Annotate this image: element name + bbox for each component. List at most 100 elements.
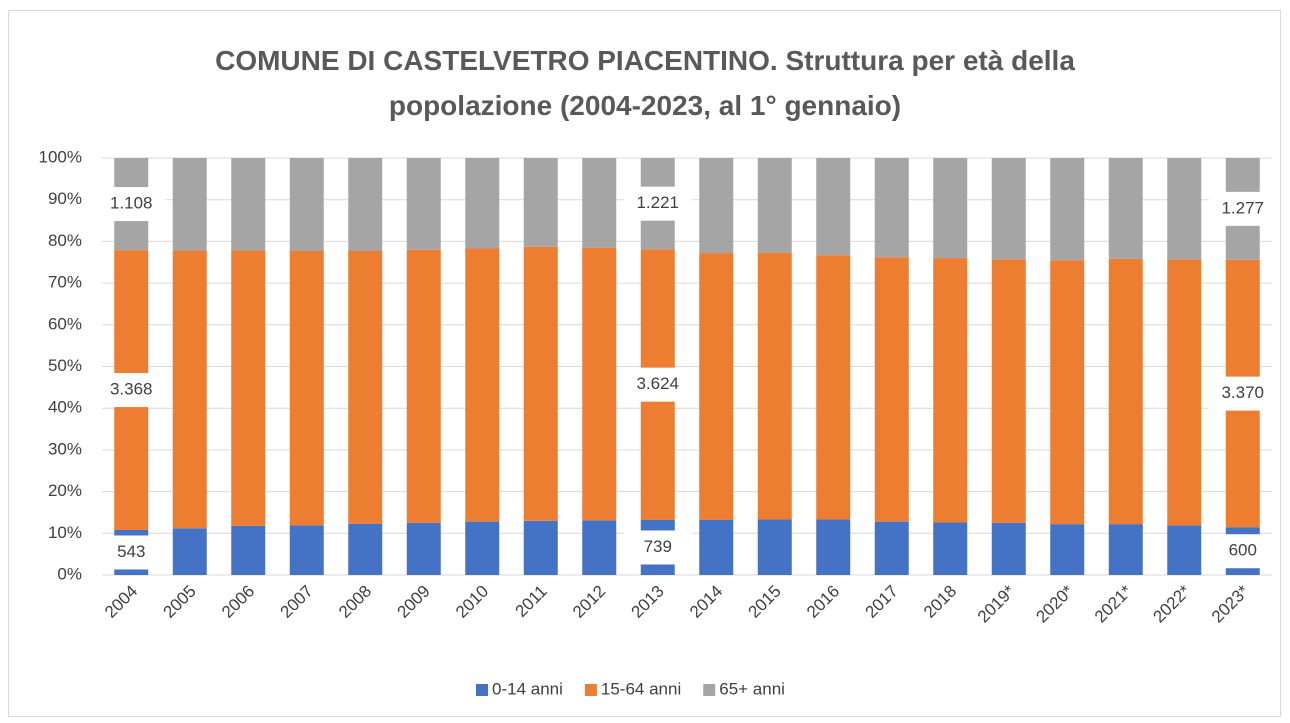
x-tick-label: 2008 <box>335 582 375 622</box>
x-tick-label: 2018 <box>920 582 960 622</box>
x-tick-label: 2017 <box>862 582 902 622</box>
data-label-bg <box>623 186 692 221</box>
data-label-bg <box>623 530 692 565</box>
x-tick-label: 2023* <box>1208 581 1253 626</box>
data-label-bg <box>1208 534 1277 569</box>
y-tick-label: 100% <box>39 147 82 166</box>
bar-segment <box>523 246 558 521</box>
legend-label: 65+ anni <box>719 679 785 698</box>
bar-segment <box>1050 524 1085 575</box>
y-tick-label: 80% <box>48 231 82 250</box>
x-tick-label: 2013 <box>628 582 668 622</box>
bar-segment <box>406 249 441 523</box>
bar-segment <box>991 259 1026 523</box>
bar-segment <box>933 522 968 575</box>
y-tick-label: 50% <box>48 356 82 375</box>
y-tick-label: 10% <box>48 523 82 542</box>
x-tick-label: 2007 <box>277 582 317 622</box>
bar-segment <box>874 158 909 258</box>
data-label: 3.624 <box>636 374 679 393</box>
data-label-bg <box>97 373 166 408</box>
bar-segment <box>1167 158 1202 260</box>
x-tick-label: 2015 <box>745 582 785 622</box>
data-label: 1.277 <box>1221 198 1264 217</box>
bar-segment <box>523 520 558 575</box>
data-label: 3.370 <box>1221 383 1264 402</box>
bar-segment <box>991 158 1026 260</box>
x-tick-label: 2010 <box>452 582 492 622</box>
bar-segment <box>1050 158 1085 261</box>
bar-segment <box>582 158 617 248</box>
chart-border <box>8 10 1281 717</box>
legend-swatch <box>703 684 716 696</box>
data-label: 1.108 <box>110 194 153 213</box>
x-tick-label: 2020* <box>1032 581 1077 626</box>
x-tick-label: 2021* <box>1091 581 1136 626</box>
bar-segment <box>757 519 792 575</box>
data-label-bg <box>1208 191 1277 226</box>
bar-segment <box>406 522 441 575</box>
bar-segment <box>1050 260 1085 525</box>
y-tick-label: 70% <box>48 273 82 292</box>
legend-swatch <box>584 684 597 696</box>
x-tick-label: 2019* <box>974 581 1019 626</box>
bar-segment <box>172 250 207 529</box>
bar-segment <box>991 522 1026 575</box>
x-tick-label: 2004 <box>101 582 141 622</box>
y-tick-label: 0% <box>57 564 82 583</box>
bar-segment <box>1108 524 1143 575</box>
data-label-bg <box>623 367 692 402</box>
bar-segment <box>465 248 500 522</box>
bar-segment <box>348 250 383 524</box>
bar-segment <box>582 520 617 575</box>
x-tick-label: 2006 <box>218 582 258 622</box>
x-tick-label: 2014 <box>686 582 726 622</box>
data-label-bg <box>97 187 166 222</box>
bar-segment <box>933 158 968 259</box>
bar-segment <box>465 521 500 575</box>
data-label: 739 <box>644 537 672 556</box>
legend-swatch <box>476 684 488 696</box>
data-label: 1.221 <box>636 193 679 212</box>
bar-segment <box>172 158 207 251</box>
x-tick-label: 2016 <box>803 582 843 622</box>
x-tick-label: 2022* <box>1149 581 1194 626</box>
data-label: 3.368 <box>110 380 153 399</box>
bar-segment <box>406 158 441 250</box>
bar-segment <box>465 158 500 249</box>
bar-segment <box>933 258 968 523</box>
x-tick-label: 2009 <box>394 582 434 622</box>
bar-segment <box>231 525 266 575</box>
x-tick-label: 2012 <box>569 582 609 622</box>
bar-segment <box>289 250 324 526</box>
data-label-bg <box>97 535 166 570</box>
bar-segment <box>523 158 558 247</box>
bar-segment <box>289 525 324 575</box>
legend-label: 15-64 anni <box>601 679 681 698</box>
data-label-bg <box>1208 376 1277 411</box>
bar-segment <box>699 158 734 254</box>
x-tick-label: 2005 <box>160 582 200 622</box>
bar-segment <box>348 158 383 251</box>
x-tick-label: 2011 <box>511 582 550 621</box>
bar-segment <box>172 528 207 575</box>
bar-segment <box>699 253 734 520</box>
bar-segment <box>874 257 909 522</box>
bar-segment <box>1108 258 1143 525</box>
bar-segment <box>1167 259 1202 526</box>
legend-label: 0-14 anni <box>492 679 563 698</box>
y-tick-label: 20% <box>48 481 82 500</box>
chart-title: COMUNE DI CASTELVETRO PIACENTINO. Strutt… <box>215 45 1075 121</box>
bar-segment <box>348 523 383 575</box>
y-tick-label: 40% <box>48 398 82 417</box>
y-tick-label: 30% <box>48 439 82 458</box>
y-tick-label: 90% <box>48 189 82 208</box>
bar-segment <box>231 158 266 251</box>
bar-segment <box>699 519 734 575</box>
bar-segment <box>816 158 851 256</box>
bar-segment <box>582 247 617 521</box>
bar-segment <box>874 521 909 575</box>
bar-segment <box>816 255 851 520</box>
